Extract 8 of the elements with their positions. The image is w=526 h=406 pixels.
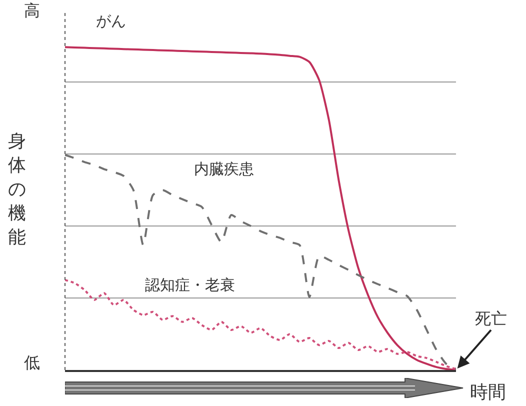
series-label: 認知症・老衰 bbox=[145, 276, 235, 294]
y-axis-title: 身体の機能 bbox=[7, 130, 27, 250]
x-axis-title: 時間 bbox=[470, 381, 506, 404]
series-label: 内臓疾患 bbox=[194, 160, 254, 178]
text: 低 bbox=[24, 353, 40, 372]
text: 高 bbox=[24, 1, 40, 20]
series-label: がん bbox=[96, 12, 126, 30]
text: 死亡 bbox=[475, 309, 507, 328]
